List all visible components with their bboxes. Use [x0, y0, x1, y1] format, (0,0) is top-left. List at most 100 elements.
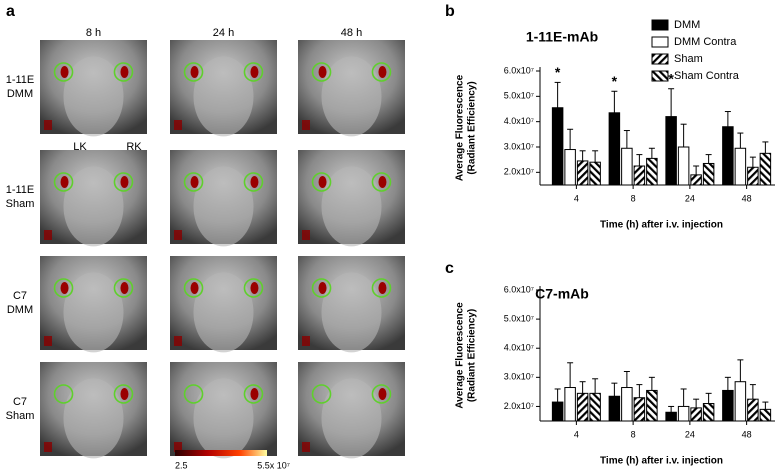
- mouse-body: [193, 56, 254, 137]
- signal: [378, 176, 387, 188]
- legend-label: Sham Contra: [674, 70, 740, 82]
- legend-label: DMM Contra: [674, 36, 737, 48]
- roi-circle: [371, 172, 392, 192]
- bar: [633, 165, 646, 186]
- colorbar: [175, 450, 267, 456]
- y-tick-label: 2.0x10⁷: [504, 167, 534, 177]
- panel-label: c: [445, 260, 454, 277]
- bar: [576, 160, 589, 186]
- bar: [747, 398, 759, 422]
- x-tick-label: 4: [574, 193, 579, 203]
- bar: [646, 389, 658, 422]
- legend-swatch: [651, 70, 669, 82]
- x-axis-label: Time (h) after i.v. injection: [600, 456, 723, 467]
- y-axis-label: (Radiant Efficiency): [467, 81, 478, 174]
- y-tick-label: 4.0x10⁷: [504, 343, 534, 353]
- x-tick-label: 8: [631, 429, 636, 439]
- signal: [250, 176, 259, 188]
- mouse-body: [321, 272, 382, 353]
- bar: [734, 381, 747, 422]
- paw-signal: [174, 230, 182, 240]
- panel-label: b: [445, 3, 455, 20]
- paw-signal: [302, 442, 310, 452]
- signal: [250, 388, 259, 400]
- signal: [250, 282, 259, 294]
- x-tick-label: 4: [574, 429, 579, 439]
- paw-signal: [302, 120, 310, 130]
- chart-title: 1-11E-mAb: [526, 29, 598, 45]
- mouse-body: [63, 56, 124, 137]
- bar: [576, 392, 589, 422]
- roi-circle: [183, 62, 204, 82]
- y-tick-label: 4.0x10⁷: [504, 116, 534, 126]
- roi-circle: [53, 62, 74, 82]
- bar: [722, 126, 734, 186]
- signal: [190, 66, 199, 78]
- bar: [633, 397, 646, 422]
- roi-circle: [113, 278, 134, 298]
- bar: [665, 411, 677, 422]
- bar: [608, 112, 621, 186]
- paw-signal: [302, 336, 310, 346]
- bar: [646, 157, 658, 186]
- legend-label: DMM: [674, 19, 700, 31]
- significance: *: [555, 64, 561, 80]
- signal: [378, 388, 387, 400]
- paw-signal: [44, 120, 52, 130]
- mouse-body: [321, 56, 382, 137]
- roi-circle: [371, 384, 392, 404]
- bar: [608, 395, 621, 422]
- roi-circle: [53, 278, 74, 298]
- roi-circle: [243, 62, 264, 82]
- signal: [378, 66, 387, 78]
- x-axis-label: Time (h) after i.v. injection: [600, 220, 723, 231]
- mouse-body: [63, 378, 124, 459]
- paw-signal: [174, 120, 182, 130]
- side-label: RK: [126, 141, 142, 153]
- roi-circle: [371, 278, 392, 298]
- chart-title: C7-mAb: [535, 286, 589, 302]
- legend-swatch: [651, 53, 669, 65]
- signal: [190, 282, 199, 294]
- y-tick-label: 5.0x10⁷: [504, 313, 534, 323]
- bar: [589, 392, 601, 422]
- roi-circle: [53, 384, 74, 404]
- roi-circle: [311, 384, 332, 404]
- mouse-body: [193, 166, 254, 247]
- mouse-body: [193, 272, 254, 353]
- roi-circle: [243, 384, 264, 404]
- colorbar-label: 5.5x 10⁷: [257, 460, 290, 470]
- x-tick-label: 48: [742, 429, 752, 439]
- bar: [677, 146, 690, 186]
- significance: *: [612, 73, 618, 89]
- mouse-body: [321, 166, 382, 247]
- paw-signal: [302, 230, 310, 240]
- bar: [759, 408, 772, 422]
- signal: [60, 282, 69, 294]
- roi-circle: [311, 62, 332, 82]
- roi-circle: [113, 62, 134, 82]
- paw-signal: [44, 336, 52, 346]
- roi-circle: [113, 384, 134, 404]
- roi-circle: [311, 172, 332, 192]
- mouse-body: [321, 378, 382, 459]
- row-label: Sham: [6, 410, 35, 422]
- legend-swatch: [651, 36, 669, 48]
- row-label: C7: [13, 396, 27, 408]
- legend-label: Sham: [674, 53, 703, 65]
- roi-circle: [311, 278, 332, 298]
- signal: [318, 176, 327, 188]
- roi-circle: [243, 172, 264, 192]
- paw-signal: [44, 230, 52, 240]
- signal: [318, 282, 327, 294]
- legend-swatch: [651, 19, 669, 31]
- y-axis-label: (Radiant Efficiency): [467, 309, 478, 402]
- roi-circle: [183, 384, 204, 404]
- x-tick-label: 48: [742, 193, 752, 203]
- bar: [677, 405, 690, 422]
- significance: *: [668, 70, 674, 86]
- bar: [564, 387, 576, 422]
- row-label: 1-11E: [6, 74, 35, 86]
- x-tick-label: 8: [631, 193, 636, 203]
